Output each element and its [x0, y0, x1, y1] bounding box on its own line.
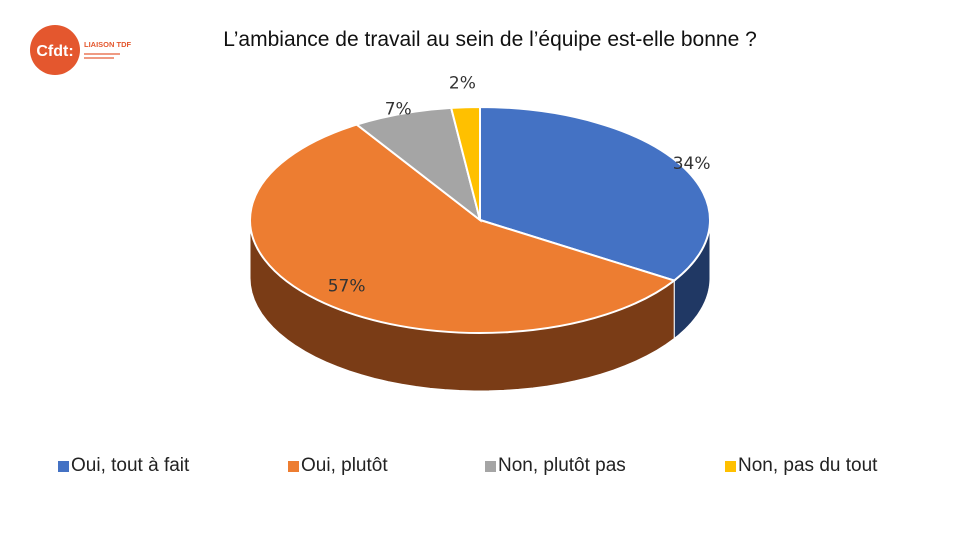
legend-swatch	[485, 460, 496, 472]
data-label-oui-tout-fait: 34%	[673, 154, 711, 174]
chart-legend: Oui, tout à fait Oui, plutôt Non, plutôt p…	[0, 455, 960, 483]
data-label-non-plut-t-pas: 7%	[385, 99, 412, 119]
logo-subtitle: LIAISON TDF	[84, 40, 131, 49]
logo-tagline-line	[84, 53, 120, 55]
legend-label: Oui, plutôt	[301, 455, 388, 476]
cfdt-logo: Cfdt: LIAISON TDF	[28, 22, 138, 78]
pie-slice-non-plut-t-pas	[354, 106, 482, 223]
pie-slice-oui-plut-t	[249, 123, 677, 334]
pie-slice-non-pas-du-tout	[449, 105, 481, 221]
legend-item-non-pas-du-tout: Non, pas du tout	[725, 455, 877, 477]
logo-text: Cfdt:	[36, 43, 73, 60]
legend-label: Non, plutôt pas	[498, 455, 626, 476]
legend-swatch	[58, 460, 69, 472]
logo-graphic: Cfdt: LIAISON TDF	[30, 25, 131, 75]
legend-item-oui-tout-fait: Oui, tout à fait	[58, 455, 189, 477]
pie-labels: 34% 57% 7% 2%	[328, 73, 711, 296]
data-label-oui-plut-t: 57%	[328, 277, 366, 297]
data-label-non-pas-du-tout: 2%	[449, 73, 476, 93]
pie-tops	[249, 105, 711, 334]
legend-item-oui-plut-t: Oui, plutôt	[288, 455, 388, 477]
logo-tagline-line	[84, 57, 114, 59]
legend-item-non-plut-t-pas: Non, plutôt pas	[485, 455, 626, 477]
legend-label: Non, pas du tout	[738, 455, 878, 476]
legend-swatch	[725, 460, 736, 472]
legend-label: Oui, tout à fait	[71, 455, 190, 476]
chart-title: L’ambiance de travail au sein de l’équip…	[223, 28, 757, 51]
legend-swatch	[288, 460, 299, 472]
